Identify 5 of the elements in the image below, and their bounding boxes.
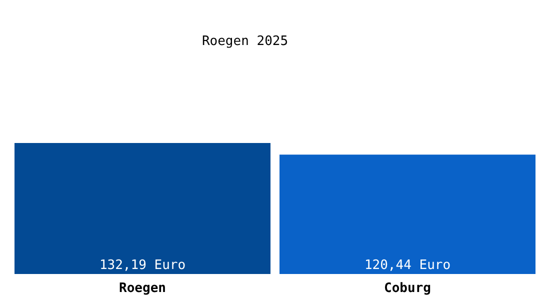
x-tick-label: Coburg xyxy=(384,281,431,296)
data-label: 120,44 Euro xyxy=(364,258,451,273)
chart-title: Roegen 2025 xyxy=(202,34,288,49)
data-label: 132,19 Euro xyxy=(99,258,186,273)
x-tick-label: Roegen xyxy=(119,281,166,296)
